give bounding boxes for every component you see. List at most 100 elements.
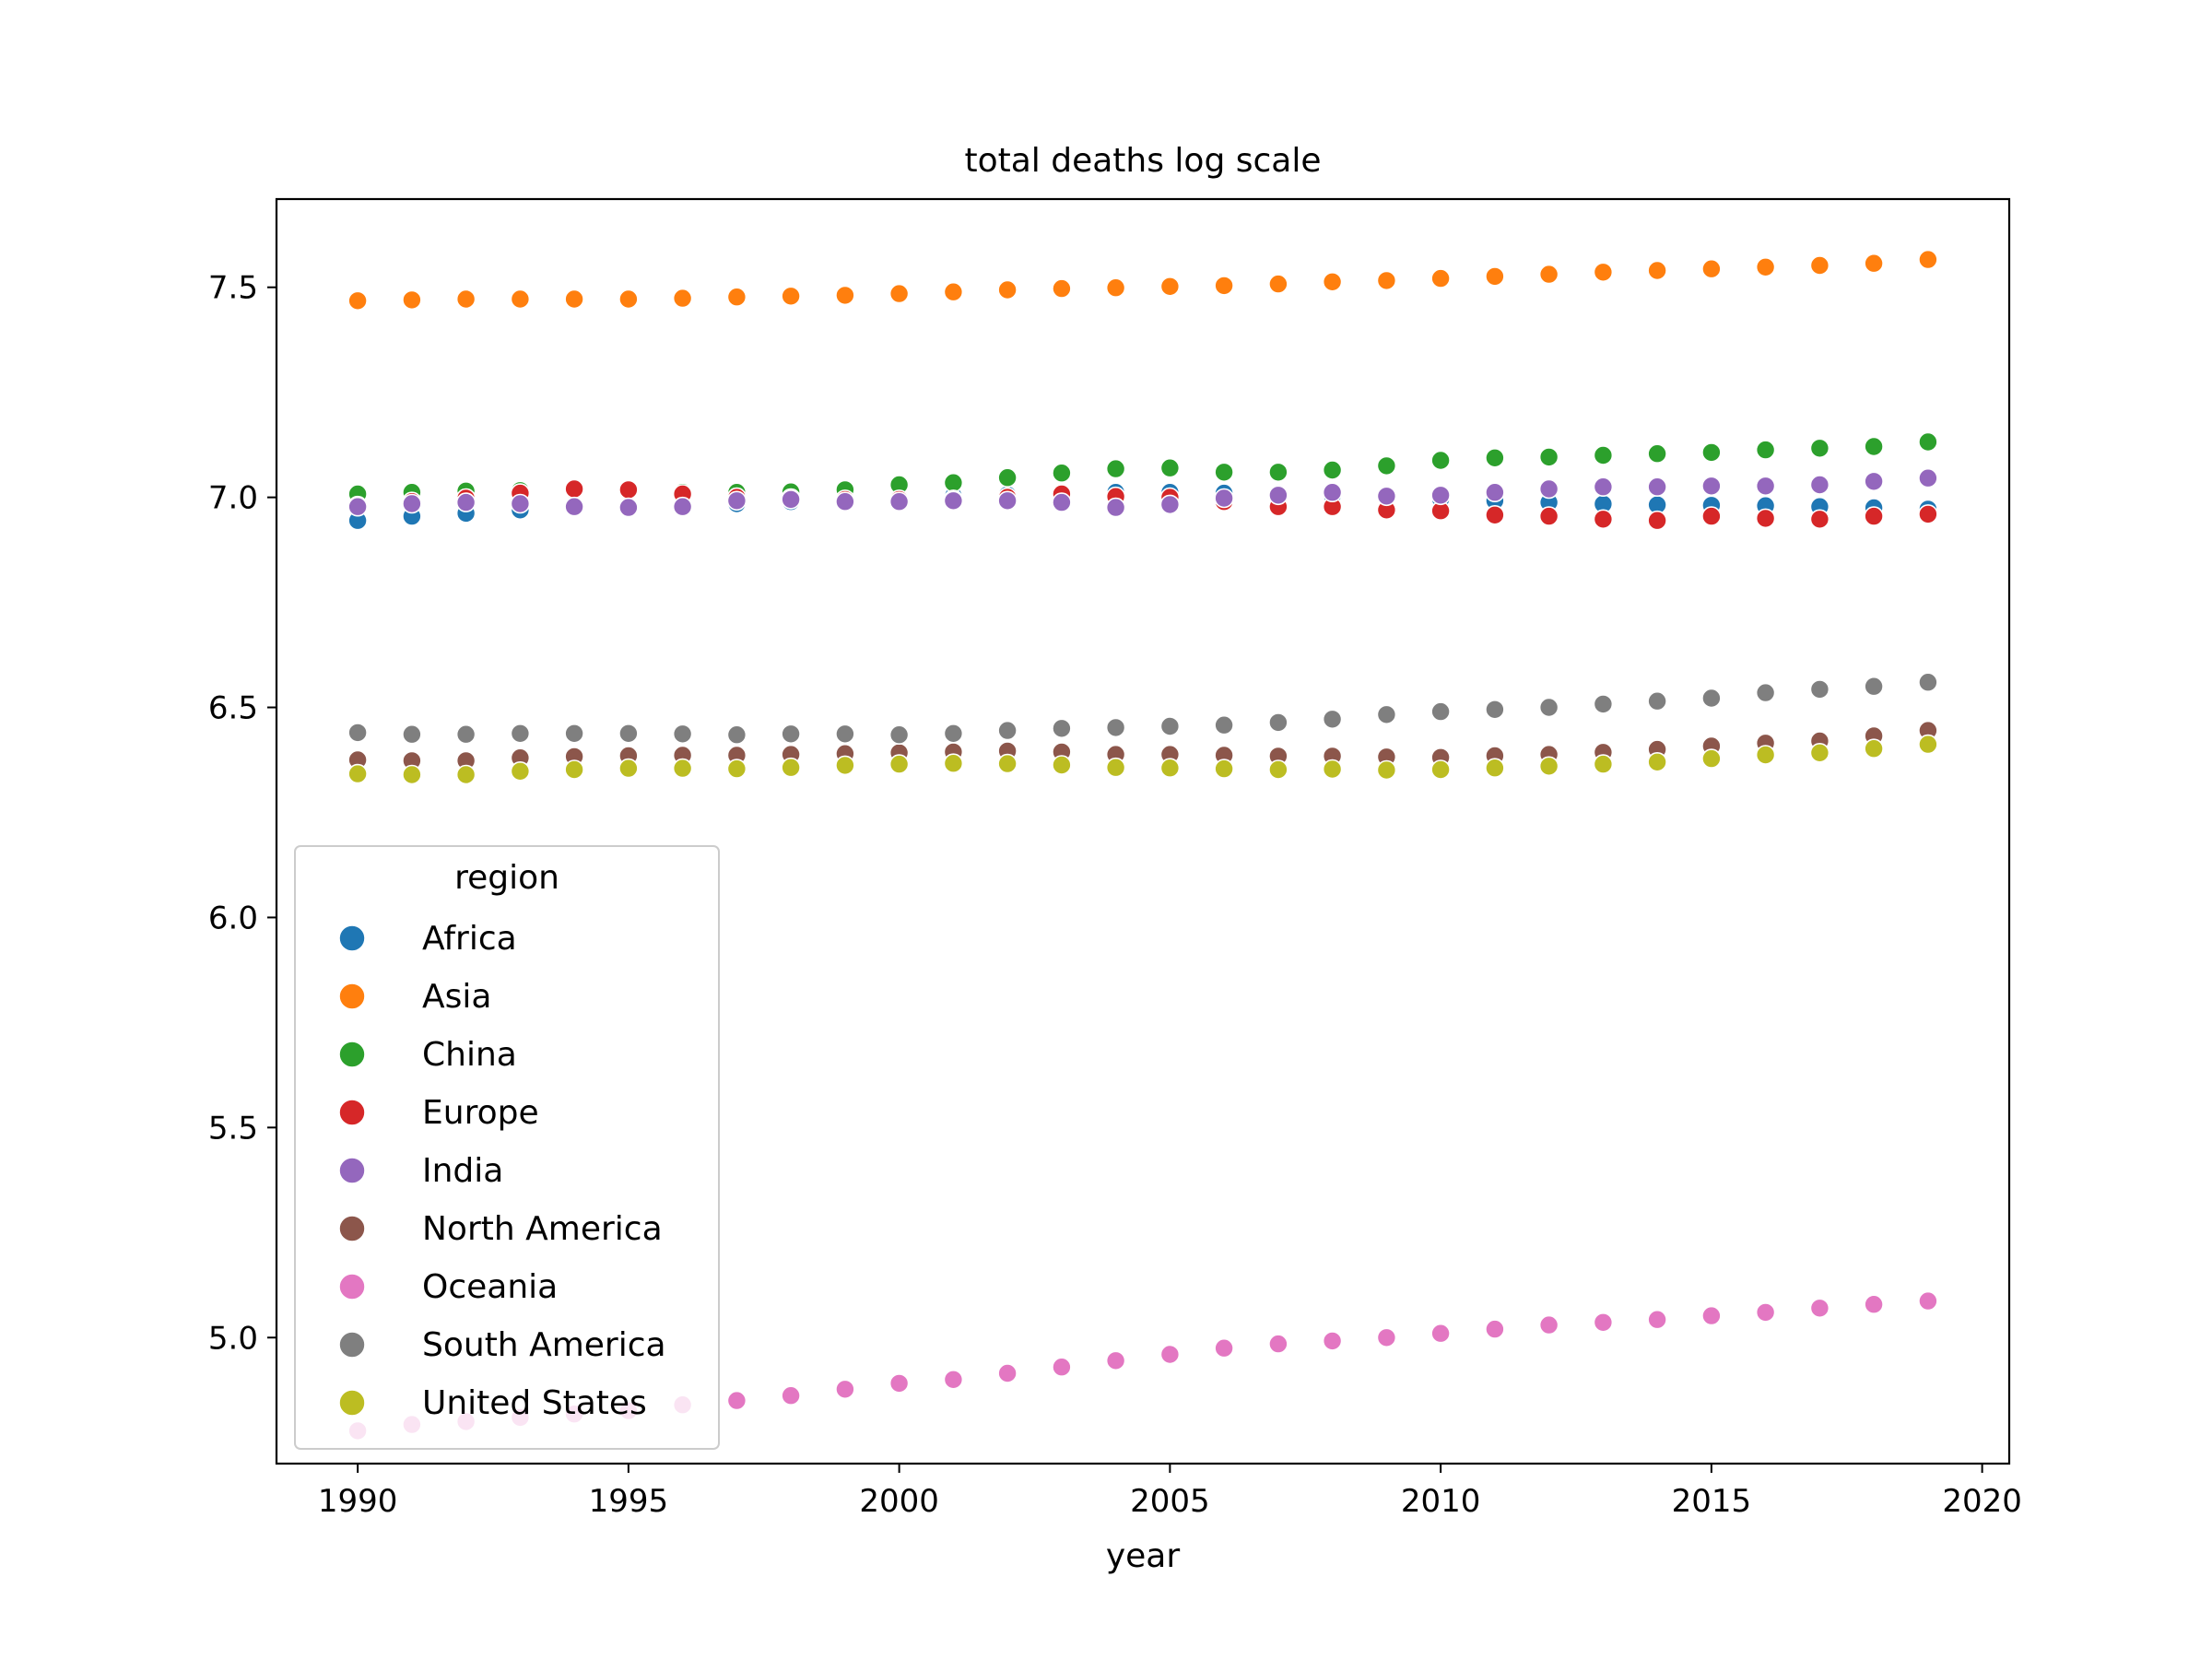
point-united-states-2005 [1159,758,1181,779]
point-asia-1990 [347,290,368,312]
point-europe-2017 [1809,509,1830,530]
point-india-2017 [1809,475,1830,495]
point-south-america-2000 [888,724,910,746]
point-asia-1991 [402,289,422,311]
point-asia-2000 [888,283,910,304]
point-oceania-2018 [1864,1294,1884,1314]
point-india-2009 [1376,486,1397,507]
y-tick-label-3: 6.5 [208,690,258,727]
point-south-america-1991 [402,724,422,745]
point-united-states-1991 [402,764,422,785]
point-oceania-2001 [943,1370,964,1390]
point-china-2008 [1322,460,1343,480]
point-oceania-2016 [1755,1302,1776,1323]
point-china-2002 [997,467,1018,488]
point-asia-2010 [1430,268,1451,288]
legend-title: region [454,859,559,897]
point-united-states-2003 [1052,755,1072,775]
point-india-2006 [1214,488,1234,509]
point-india-2018 [1864,471,1884,492]
point-india-1999 [835,491,855,512]
point-india-2000 [888,491,910,512]
point-india-1990 [347,496,368,517]
point-india-2012 [1538,478,1559,500]
chart-title: total deaths log scale [964,142,1321,180]
point-united-states-1993 [510,760,531,782]
point-china-2016 [1755,440,1776,460]
legend-marker-china [338,1041,366,1068]
point-united-states-2019 [1918,734,1938,755]
point-asia-2004 [1105,277,1126,299]
point-united-states-2004 [1105,757,1126,778]
point-asia-2015 [1701,258,1722,279]
y-tick-label-4: 7.0 [208,480,258,517]
point-south-america-1998 [781,724,801,745]
point-oceania-1998 [781,1385,801,1406]
point-india-2016 [1755,476,1776,497]
point-south-america-2004 [1105,717,1126,738]
point-india-2013 [1593,477,1614,498]
point-united-states-2007 [1268,759,1288,780]
point-oceania-2005 [1159,1344,1181,1365]
point-south-america-2016 [1755,682,1776,703]
point-oceania-2010 [1430,1323,1451,1344]
point-asia-2008 [1322,271,1343,292]
point-india-1994 [564,496,584,517]
point-india-1998 [781,489,801,510]
point-europe-1994 [564,478,584,500]
point-oceania-2006 [1214,1337,1234,1359]
point-asia-1997 [726,287,747,308]
point-united-states-1999 [835,755,855,776]
point-south-america-2003 [1052,718,1072,739]
point-india-1992 [455,492,477,512]
point-oceania-1999 [835,1379,855,1400]
point-china-2007 [1268,462,1288,483]
point-asia-2007 [1268,274,1288,294]
point-oceania-2011 [1485,1319,1505,1339]
legend-marker-europe [338,1099,366,1126]
point-south-america-2005 [1159,716,1181,736]
point-europe-2015 [1701,506,1722,526]
point-united-states-2014 [1647,751,1667,772]
point-asia-1993 [510,288,531,310]
point-oceania-2017 [1809,1298,1830,1319]
point-south-america-1992 [455,724,477,745]
point-south-america-2019 [1918,672,1938,693]
point-south-america-1990 [347,723,368,743]
point-united-states-1990 [347,763,368,784]
point-india-1993 [510,493,531,514]
point-south-america-2014 [1647,690,1667,712]
point-asia-1999 [835,285,855,306]
point-oceania-2019 [1918,1290,1938,1312]
point-asia-2005 [1159,276,1181,297]
point-india-2007 [1268,485,1288,506]
legend: region Africa Asia China Europe India North A… [294,845,720,1450]
point-asia-1992 [455,288,477,310]
point-asia-2017 [1809,255,1830,276]
point-oceania-1997 [726,1390,747,1411]
point-oceania-2009 [1376,1327,1397,1348]
series-india [347,467,1938,518]
y-tick-label-0: 5.0 [208,1320,258,1357]
point-south-america-2015 [1701,688,1722,709]
point-china-2019 [1918,431,1938,453]
legend-marker-oceania [338,1273,366,1300]
y-tick-label-1: 5.5 [208,1110,258,1147]
series-south-america [347,672,1938,746]
point-europe-2016 [1755,508,1776,529]
point-china-2013 [1593,445,1614,465]
point-united-states-2012 [1538,756,1559,777]
point-asia-1994 [564,288,584,310]
point-india-2011 [1485,482,1505,503]
point-south-america-1996 [672,724,693,745]
legend-marker-united-states [338,1389,366,1417]
point-united-states-2010 [1430,759,1451,780]
series-asia [347,249,1938,312]
point-asia-2012 [1538,264,1559,285]
point-oceania-2003 [1052,1357,1072,1377]
point-india-2010 [1430,485,1451,506]
point-asia-2001 [943,281,964,302]
point-united-states-2009 [1376,759,1397,781]
point-asia-2014 [1647,260,1667,281]
point-united-states-1997 [726,759,747,779]
